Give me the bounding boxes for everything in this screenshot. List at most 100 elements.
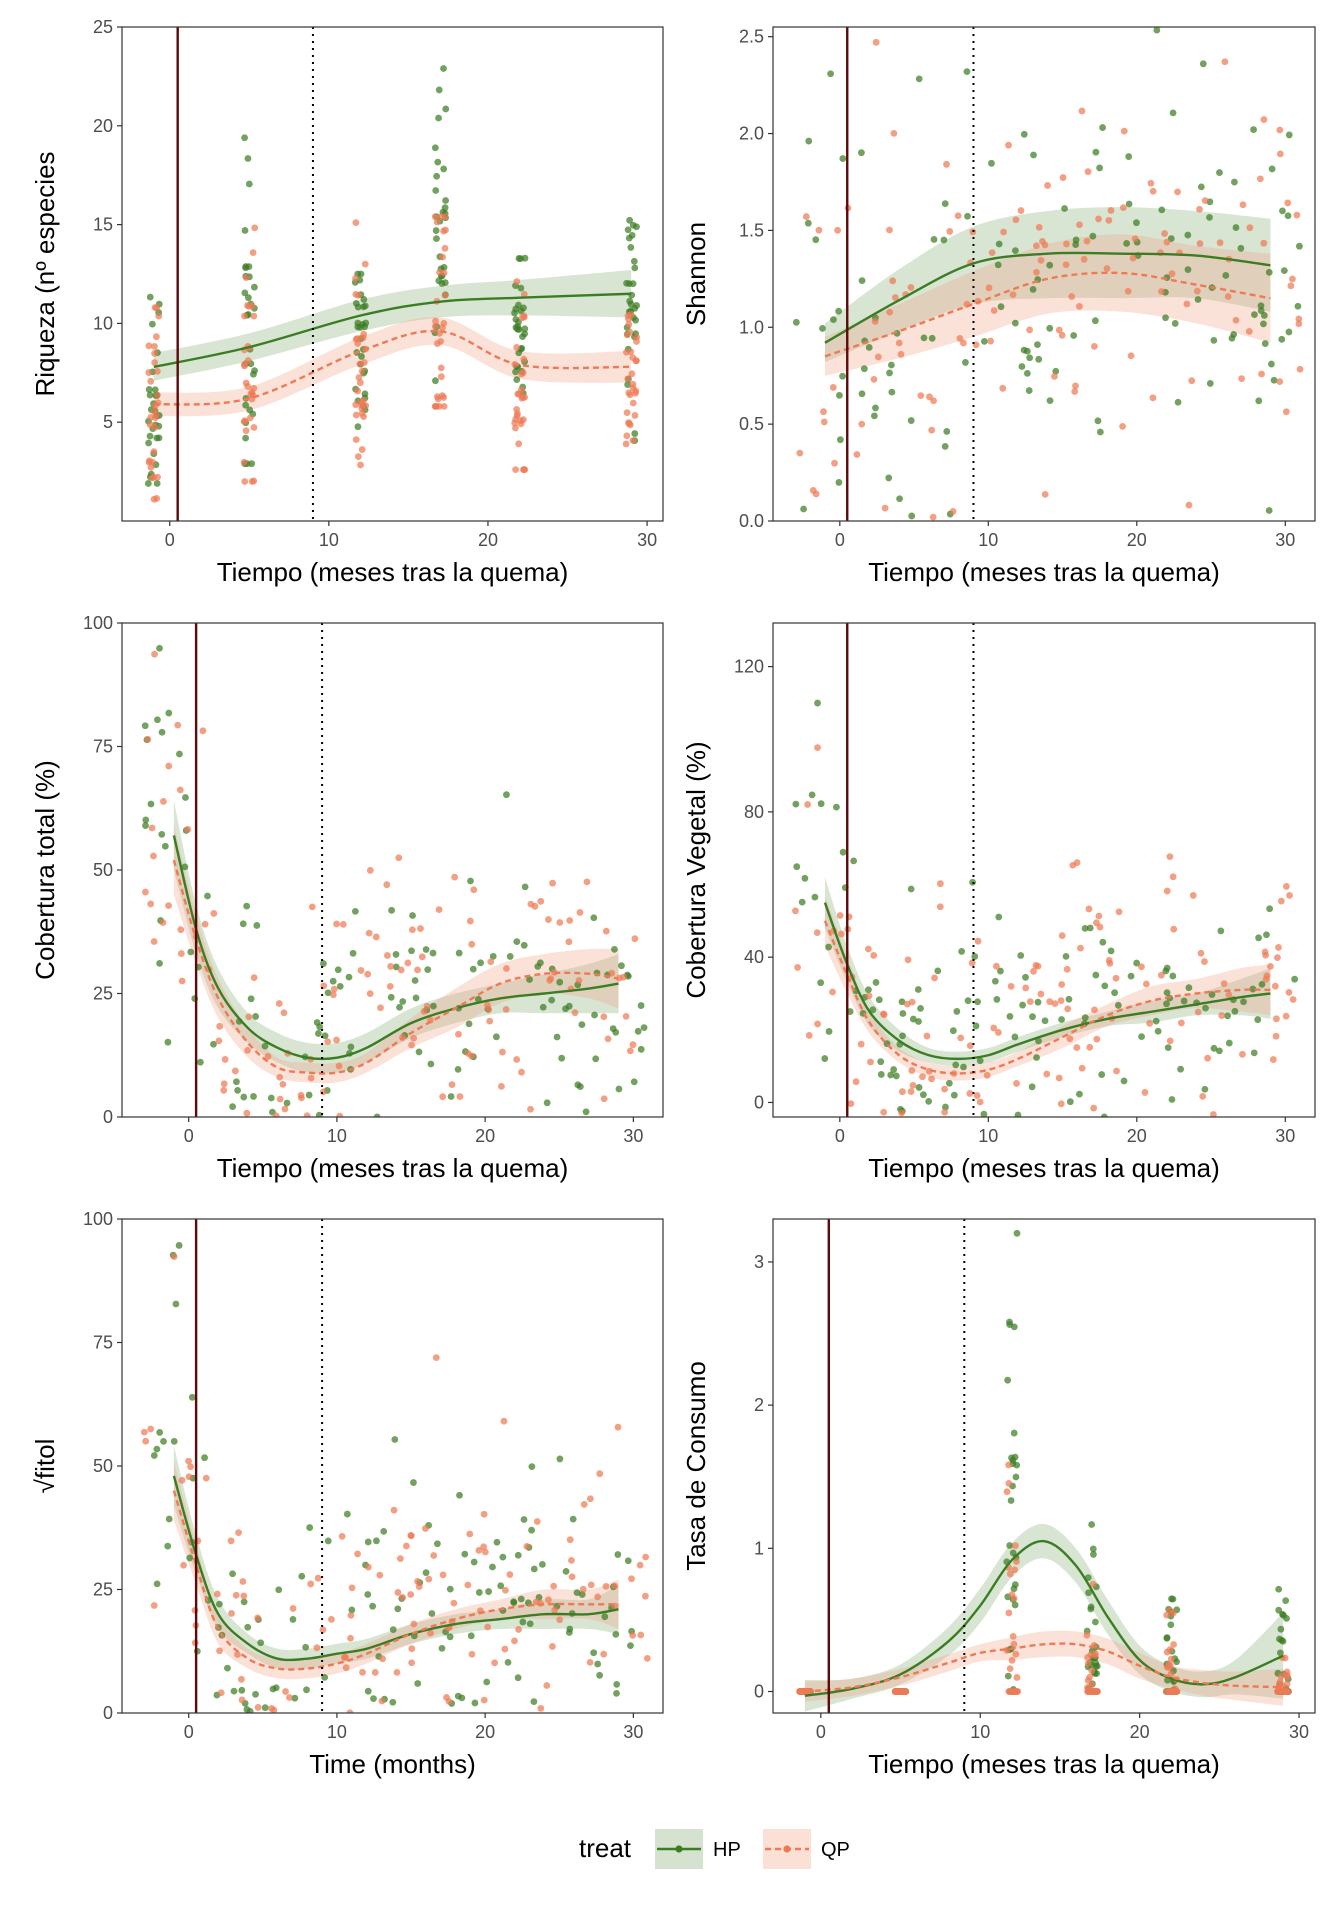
fit-line-hp [172,1475,619,1662]
data-point [850,857,858,865]
data-point [1005,1609,1013,1617]
data-point [439,253,446,261]
data-point [1066,1035,1074,1043]
data-point [519,1618,527,1626]
data-point [1261,340,1269,347]
data-point [991,977,999,985]
data-point [1284,212,1292,220]
data-point [161,842,169,850]
data-point [409,926,416,934]
data-point [1260,116,1268,123]
data-point [875,996,883,1004]
y-tick-label: 5 [103,412,113,432]
data-point [1272,1032,1280,1040]
y-tick-label: 10 [93,313,113,333]
data-point [1063,240,1070,248]
data-point [336,982,344,990]
data-point [858,420,866,428]
data-point [348,1606,356,1614]
data-point [428,1610,436,1617]
data-point [487,958,495,966]
data-point [1131,235,1139,243]
data-point [352,411,360,419]
data-point [355,374,363,381]
data-point [1167,1655,1175,1663]
data-point [894,1688,901,1695]
data-point [357,461,364,469]
data-point [576,909,584,916]
data-point [435,86,443,94]
data-point [1291,975,1299,983]
data-point [1210,337,1218,344]
data-point [880,1011,888,1019]
fit-line-hp [172,835,619,1061]
data-point [1296,365,1304,373]
data-point [995,240,1003,248]
data-point [1014,1111,1022,1117]
data-point [1127,972,1135,980]
data-point [210,1040,217,1048]
data-point [450,1599,458,1607]
y-tick-label: 25 [93,1580,113,1600]
data-point [1112,974,1120,982]
data-point [1037,256,1045,264]
data-point [270,1706,278,1713]
data-point [1010,1429,1018,1437]
data-point [432,1354,440,1362]
data-point [1008,1656,1016,1664]
data-point [1278,1636,1286,1644]
data-point [622,440,630,448]
data-point [470,886,478,894]
data-point [178,1476,186,1484]
data-point [923,1032,931,1040]
data-point [250,974,258,981]
data-point [1185,984,1193,992]
data-point [502,1586,509,1594]
data-point [506,1571,514,1578]
data-point [410,1479,417,1486]
data-point [335,1062,343,1070]
data-point [468,1650,476,1658]
data-point [899,1010,907,1017]
data-point [501,1645,509,1653]
data-point [527,900,535,908]
data-point [936,880,944,888]
y-axis-title: Riqueza (nº especies [30,151,60,396]
data-point [888,388,896,396]
data-point [429,949,437,957]
y-tick-label: 75 [93,737,113,757]
data-point [1286,892,1293,899]
data-point [1149,394,1157,402]
data-point [1083,237,1091,245]
data-point [1005,1461,1013,1469]
data-point [359,321,366,328]
data-point [342,1653,350,1661]
data-point [513,376,521,383]
ribbon-qp [824,234,1271,376]
data-point [1072,241,1080,248]
data-point [538,1560,546,1568]
data-point [356,379,364,387]
data-point [596,1470,604,1478]
data-point [587,1495,594,1503]
data-point [1276,126,1284,134]
data-point [517,255,525,263]
data-point [150,1602,158,1609]
data-point [1004,1376,1012,1384]
data-point [1004,1672,1012,1680]
data-point [587,1581,595,1589]
data-point [215,1037,223,1045]
data-point [583,878,591,886]
data-point [213,1590,221,1598]
data-point [415,1583,423,1591]
data-point [798,898,806,906]
data-point [1269,1056,1277,1063]
data-point [1283,1680,1291,1688]
data-point [990,307,998,314]
data-point [165,762,173,770]
data-point [148,320,156,328]
data-point [1090,1104,1098,1112]
data-point [833,803,840,811]
data-point [1245,328,1253,335]
